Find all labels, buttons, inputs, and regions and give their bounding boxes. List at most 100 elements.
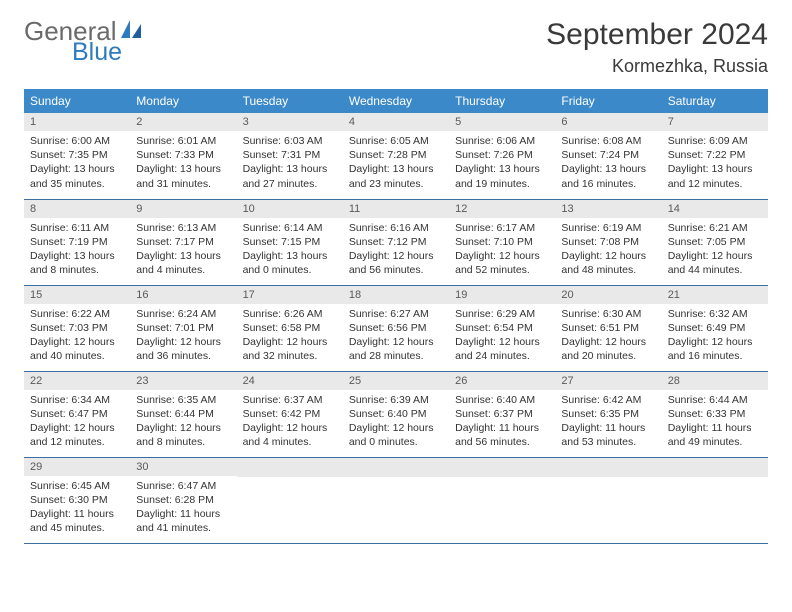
sunrise-line: Sunrise: 6:42 AM [561, 393, 655, 407]
day-body: Sunrise: 6:45 AMSunset: 6:30 PMDaylight:… [24, 476, 130, 542]
day-body: Sunrise: 6:32 AMSunset: 6:49 PMDaylight:… [662, 304, 768, 370]
daylight-line: Daylight: 13 hours and 8 minutes. [30, 249, 124, 277]
calendar-day-cell: 11Sunrise: 6:16 AMSunset: 7:12 PMDayligh… [343, 199, 449, 285]
calendar-day-cell: 21Sunrise: 6:32 AMSunset: 6:49 PMDayligh… [662, 285, 768, 371]
calendar-day-cell: 13Sunrise: 6:19 AMSunset: 7:08 PMDayligh… [555, 199, 661, 285]
sunrise-line: Sunrise: 6:19 AM [561, 221, 655, 235]
title-block: September 2024 Kormezhka, Russia [546, 18, 768, 77]
day-number: 21 [662, 286, 768, 304]
daylight-line: Daylight: 11 hours and 53 minutes. [561, 421, 655, 449]
day-body: Sunrise: 6:16 AMSunset: 7:12 PMDaylight:… [343, 218, 449, 284]
calendar-week-row: 1Sunrise: 6:00 AMSunset: 7:35 PMDaylight… [24, 113, 768, 199]
logo-text-blue: Blue [72, 40, 143, 65]
day-number: 20 [555, 286, 661, 304]
sunrise-line: Sunrise: 6:26 AM [243, 307, 337, 321]
sunrise-line: Sunrise: 6:45 AM [30, 479, 124, 493]
sunrise-line: Sunrise: 6:40 AM [455, 393, 549, 407]
day-body: Sunrise: 6:22 AMSunset: 7:03 PMDaylight:… [24, 304, 130, 370]
sunrise-line: Sunrise: 6:32 AM [668, 307, 762, 321]
day-number: 30 [130, 458, 236, 476]
daylight-line: Daylight: 12 hours and 40 minutes. [30, 335, 124, 363]
weekday-header: Wednesday [343, 89, 449, 113]
calendar-day-cell: 7Sunrise: 6:09 AMSunset: 7:22 PMDaylight… [662, 113, 768, 199]
calendar-week-row: 15Sunrise: 6:22 AMSunset: 7:03 PMDayligh… [24, 285, 768, 371]
daylight-line: Daylight: 13 hours and 23 minutes. [349, 162, 443, 190]
sunrise-line: Sunrise: 6:13 AM [136, 221, 230, 235]
day-body: Sunrise: 6:37 AMSunset: 6:42 PMDaylight:… [237, 390, 343, 456]
sunset-line: Sunset: 6:47 PM [30, 407, 124, 421]
day-body: Sunrise: 6:11 AMSunset: 7:19 PMDaylight:… [24, 218, 130, 284]
sunrise-line: Sunrise: 6:47 AM [136, 479, 230, 493]
day-body: Sunrise: 6:30 AMSunset: 6:51 PMDaylight:… [555, 304, 661, 370]
calendar-week-row: 29Sunrise: 6:45 AMSunset: 6:30 PMDayligh… [24, 457, 768, 543]
sunrise-line: Sunrise: 6:24 AM [136, 307, 230, 321]
calendar-day-cell: 23Sunrise: 6:35 AMSunset: 6:44 PMDayligh… [130, 371, 236, 457]
calendar-day-cell: 30Sunrise: 6:47 AMSunset: 6:28 PMDayligh… [130, 457, 236, 543]
sunrise-line: Sunrise: 6:29 AM [455, 307, 549, 321]
sunset-line: Sunset: 6:42 PM [243, 407, 337, 421]
daylight-line: Daylight: 12 hours and 4 minutes. [243, 421, 337, 449]
calendar-day-cell: 1Sunrise: 6:00 AMSunset: 7:35 PMDaylight… [24, 113, 130, 199]
location: Kormezhka, Russia [546, 56, 768, 77]
day-number [237, 458, 343, 477]
calendar-day-cell [237, 457, 343, 543]
daylight-line: Daylight: 13 hours and 27 minutes. [243, 162, 337, 190]
calendar-day-cell [449, 457, 555, 543]
sunrise-line: Sunrise: 6:05 AM [349, 134, 443, 148]
day-body: Sunrise: 6:06 AMSunset: 7:26 PMDaylight:… [449, 131, 555, 197]
logo: General Blue [24, 18, 143, 65]
day-body: Sunrise: 6:44 AMSunset: 6:33 PMDaylight:… [662, 390, 768, 456]
calendar-day-cell: 14Sunrise: 6:21 AMSunset: 7:05 PMDayligh… [662, 199, 768, 285]
sunrise-line: Sunrise: 6:11 AM [30, 221, 124, 235]
calendar-day-cell: 8Sunrise: 6:11 AMSunset: 7:19 PMDaylight… [24, 199, 130, 285]
weekday-header: Monday [130, 89, 236, 113]
weekday-header-row: Sunday Monday Tuesday Wednesday Thursday… [24, 89, 768, 113]
daylight-line: Daylight: 12 hours and 0 minutes. [349, 421, 443, 449]
sunset-line: Sunset: 7:05 PM [668, 235, 762, 249]
sunset-line: Sunset: 7:31 PM [243, 148, 337, 162]
daylight-line: Daylight: 12 hours and 20 minutes. [561, 335, 655, 363]
day-body: Sunrise: 6:34 AMSunset: 6:47 PMDaylight:… [24, 390, 130, 456]
day-body: Sunrise: 6:00 AMSunset: 7:35 PMDaylight:… [24, 131, 130, 197]
day-number: 6 [555, 113, 661, 131]
sunrise-line: Sunrise: 6:21 AM [668, 221, 762, 235]
daylight-line: Daylight: 11 hours and 49 minutes. [668, 421, 762, 449]
sunrise-line: Sunrise: 6:16 AM [349, 221, 443, 235]
day-number: 7 [662, 113, 768, 131]
calendar-day-cell [555, 457, 661, 543]
daylight-line: Daylight: 12 hours and 28 minutes. [349, 335, 443, 363]
sunset-line: Sunset: 6:56 PM [349, 321, 443, 335]
sunset-line: Sunset: 7:15 PM [243, 235, 337, 249]
weekday-header: Friday [555, 89, 661, 113]
calendar-day-cell: 4Sunrise: 6:05 AMSunset: 7:28 PMDaylight… [343, 113, 449, 199]
day-body: Sunrise: 6:42 AMSunset: 6:35 PMDaylight:… [555, 390, 661, 456]
daylight-line: Daylight: 12 hours and 44 minutes. [668, 249, 762, 277]
daylight-line: Daylight: 11 hours and 45 minutes. [30, 507, 124, 535]
day-number: 24 [237, 372, 343, 390]
calendar-day-cell: 16Sunrise: 6:24 AMSunset: 7:01 PMDayligh… [130, 285, 236, 371]
sunset-line: Sunset: 6:51 PM [561, 321, 655, 335]
daylight-line: Daylight: 13 hours and 0 minutes. [243, 249, 337, 277]
day-body: Sunrise: 6:26 AMSunset: 6:58 PMDaylight:… [237, 304, 343, 370]
day-number: 28 [662, 372, 768, 390]
day-number: 9 [130, 200, 236, 218]
calendar-week-row: 8Sunrise: 6:11 AMSunset: 7:19 PMDaylight… [24, 199, 768, 285]
sunset-line: Sunset: 7:19 PM [30, 235, 124, 249]
calendar-day-cell: 18Sunrise: 6:27 AMSunset: 6:56 PMDayligh… [343, 285, 449, 371]
day-body: Sunrise: 6:35 AMSunset: 6:44 PMDaylight:… [130, 390, 236, 456]
calendar-day-cell: 25Sunrise: 6:39 AMSunset: 6:40 PMDayligh… [343, 371, 449, 457]
daylight-line: Daylight: 12 hours and 8 minutes. [136, 421, 230, 449]
calendar-day-cell: 26Sunrise: 6:40 AMSunset: 6:37 PMDayligh… [449, 371, 555, 457]
day-number: 17 [237, 286, 343, 304]
daylight-line: Daylight: 12 hours and 12 minutes. [30, 421, 124, 449]
calendar-day-cell: 19Sunrise: 6:29 AMSunset: 6:54 PMDayligh… [449, 285, 555, 371]
sunset-line: Sunset: 6:30 PM [30, 493, 124, 507]
sunrise-line: Sunrise: 6:17 AM [455, 221, 549, 235]
day-number: 18 [343, 286, 449, 304]
day-number: 29 [24, 458, 130, 476]
weekday-header: Thursday [449, 89, 555, 113]
calendar-day-cell: 27Sunrise: 6:42 AMSunset: 6:35 PMDayligh… [555, 371, 661, 457]
day-number: 11 [343, 200, 449, 218]
calendar-day-cell: 29Sunrise: 6:45 AMSunset: 6:30 PMDayligh… [24, 457, 130, 543]
daylight-line: Daylight: 12 hours and 52 minutes. [455, 249, 549, 277]
